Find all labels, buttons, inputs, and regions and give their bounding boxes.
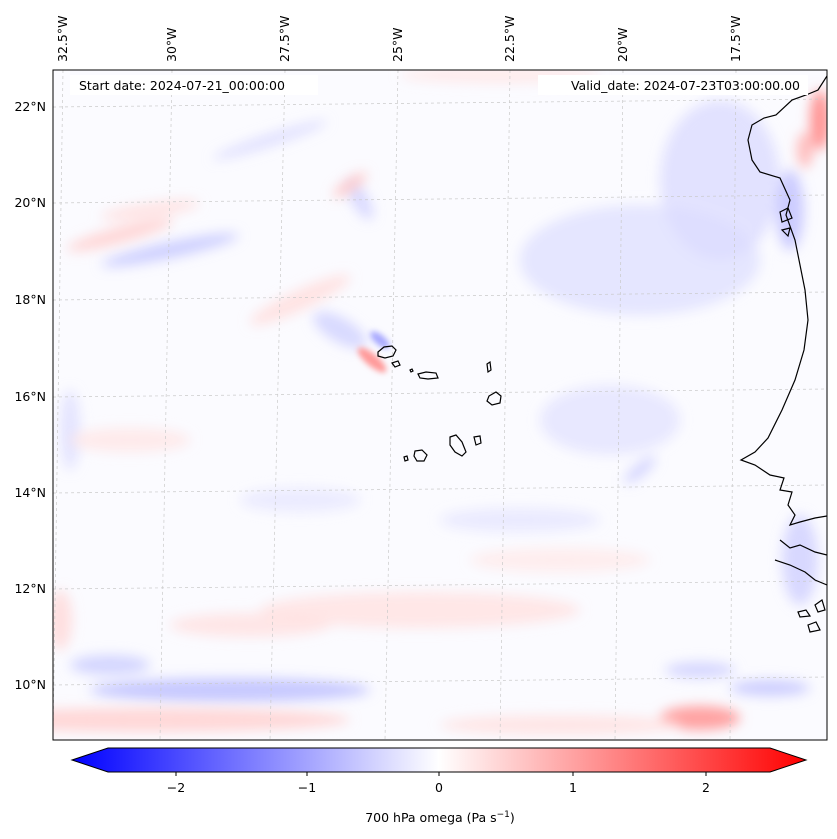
lat-label-12n: 12°N	[14, 581, 46, 596]
colorbar-label: 700 hPa omega (Pa s−1)	[365, 810, 515, 825]
omega-field	[53, 70, 827, 735]
colorbar-label-exponent: −1	[497, 810, 510, 820]
lat-label-16n: 16°N	[14, 389, 46, 404]
valid-date-label: Valid_date: 2024-07-23T03:00:00.00	[571, 78, 800, 93]
lon-label-32-5w: 32.5°W	[55, 16, 70, 62]
colorbar-tick-1: 1	[569, 780, 577, 795]
coast-inlet-20n	[779, 207, 793, 238]
island-sal	[486, 360, 492, 374]
island-maio	[473, 435, 482, 446]
coastlines	[377, 75, 827, 633]
start-date-box	[70, 75, 318, 95]
lat-label-22n: 22°N	[14, 99, 46, 114]
colorbar-gradient	[72, 748, 806, 772]
lon-label-22-5w: 22.5°W	[502, 16, 517, 62]
omega-pattern-blue	[60, 100, 818, 702]
africa-coastline	[739, 75, 827, 526]
lon-label-25w: 25°W	[390, 27, 405, 62]
colorbar-outline	[70, 747, 808, 773]
island-fogo	[413, 449, 428, 462]
island-boa-vista	[486, 391, 502, 406]
island-sao-nicolau	[417, 371, 439, 380]
lon-label-17-5w: 17.5°W	[728, 16, 743, 62]
island-santiago	[449, 434, 467, 457]
colorbar-label-close: )	[510, 810, 515, 825]
lon-label-20w: 20°W	[615, 27, 630, 62]
map-frame	[52, 69, 828, 741]
lon-label-30w: 30°W	[164, 27, 179, 62]
bijagos-islands	[797, 599, 826, 633]
map-panel: Start date: 2024-07-21_00:00:00 Valid_da…	[52, 69, 828, 741]
island-santa-luzia	[409, 368, 414, 373]
colorbar-ticks	[175, 772, 707, 776]
lat-label-14n: 14°N	[14, 485, 46, 500]
start-date-label: Start date: 2024-07-21_00:00:00	[79, 78, 285, 93]
longitude-labels: 32.5°W 30°W 27.5°W 25°W 22.5°W 20°W 17.5…	[55, 16, 743, 62]
lat-label-10n: 10°N	[14, 677, 46, 692]
colorbar-tick-0: 0	[435, 780, 443, 795]
island-santo-antao	[377, 345, 397, 359]
omega-dipole-islands	[357, 331, 390, 373]
lat-label-20n: 20°N	[14, 195, 46, 210]
lon-label-27-5w: 27.5°W	[277, 16, 292, 62]
island-brava	[403, 455, 409, 462]
island-sao-vicente	[391, 360, 401, 368]
guinea-bissau-coast	[774, 559, 827, 586]
latitude-labels: 22°N 20°N 18°N 16°N 14°N 12°N 10°N	[14, 99, 46, 692]
colorbar: −2 −1 0 1 2 700 hPa omega (Pa s−1)	[70, 747, 808, 825]
gambia-coast	[779, 539, 827, 556]
colorbar-tick-minus2: −2	[167, 780, 185, 795]
graticule	[53, 70, 827, 740]
colorbar-tick-2: 2	[702, 780, 710, 795]
valid-date-box	[538, 75, 808, 95]
lat-label-18n: 18°N	[14, 292, 46, 307]
colorbar-label-main: 700 hPa omega (Pa s	[365, 810, 496, 825]
colorbar-tick-minus1: −1	[298, 780, 316, 795]
